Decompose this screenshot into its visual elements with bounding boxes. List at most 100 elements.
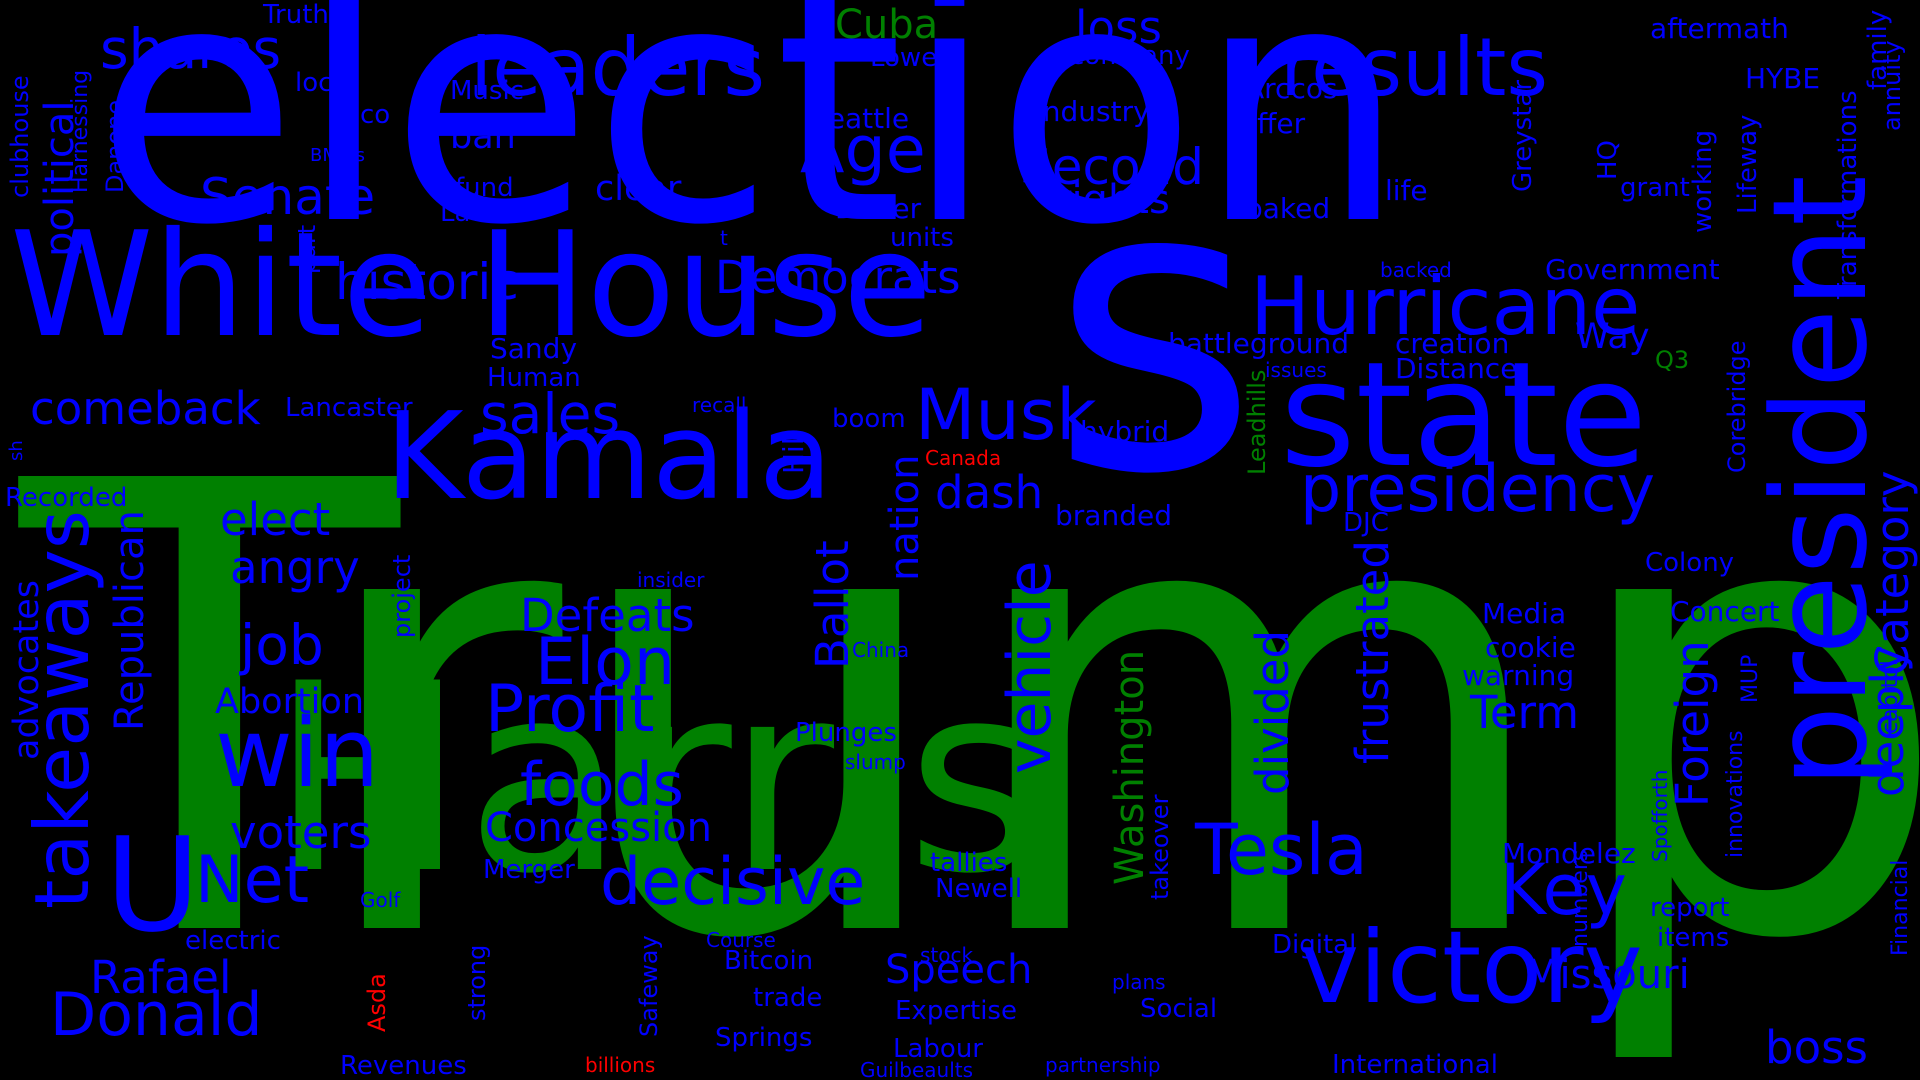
word-mondelez: Mondelez	[1502, 837, 1636, 870]
word-results: results	[1280, 21, 1549, 114]
word-lifeway: Lifeway	[1733, 114, 1763, 214]
word-newell: Newell	[935, 874, 1023, 904]
word-divided: divided	[1246, 629, 1299, 795]
word-kamala: Kamala	[385, 388, 833, 527]
word-vehicle: vehicle	[995, 560, 1065, 774]
word-billions: billions	[585, 1053, 656, 1077]
word-djc: DJC	[1343, 508, 1389, 538]
word-golf: Golf	[360, 888, 401, 912]
word-plunges: Plunges	[795, 718, 897, 748]
word-frustrated: frustrated	[1346, 540, 1399, 764]
word-job: job	[240, 613, 324, 677]
word-battleground: battleground	[1168, 327, 1349, 360]
word-lower: Lower	[870, 43, 948, 73]
word-bitcoin: Bitcoin	[724, 946, 814, 976]
word-takeover: takeover	[1146, 794, 1174, 900]
word-china: China	[852, 638, 910, 662]
word-shares: shares	[100, 17, 282, 81]
word-profit: Profit	[485, 672, 655, 747]
word-report: report	[1650, 893, 1730, 923]
word-safeway: Safeway	[635, 935, 663, 1037]
word-ban: ban	[450, 117, 516, 157]
word-age: Age	[800, 113, 926, 188]
word-hq: HQ	[1593, 139, 1623, 180]
word-key: Key	[1500, 849, 1627, 931]
word-grant: grant	[1620, 173, 1690, 203]
word-washington: Washington	[1107, 649, 1153, 885]
word-working: working	[1688, 129, 1718, 233]
word-historic: historic	[335, 253, 519, 311]
word-loss: loss	[1075, 1, 1162, 54]
word-elon: Elon	[535, 625, 676, 700]
word-industry: industry	[1035, 95, 1150, 128]
word-music: Music	[450, 76, 524, 106]
word-recall: recall	[692, 393, 747, 417]
word-capitol: capitol	[1878, 660, 1903, 734]
word-corebridge: Corebridge	[1723, 340, 1751, 473]
word-concert: Concert	[1670, 595, 1780, 628]
word-foreign: Foreign	[1666, 640, 1719, 807]
word-slump: slump	[845, 750, 906, 774]
word-fund: fund	[455, 173, 514, 203]
word-warning: warning	[1462, 659, 1575, 692]
word-elect: elect	[220, 493, 331, 546]
word-sales: sales	[480, 382, 621, 446]
word-partnership: partnership	[1045, 1053, 1161, 1077]
word-laws: Laws	[440, 198, 506, 228]
word-way: Way	[1575, 317, 1650, 357]
word-victory: victory	[1300, 909, 1643, 1026]
word-election: election	[95, 0, 1407, 297]
word-items: items	[1657, 923, 1730, 953]
word-trade: trade	[753, 983, 823, 1013]
word-u: U	[105, 809, 201, 961]
word-colony: Colony	[1645, 548, 1735, 578]
word-trump: Trump	[20, 354, 1920, 1075]
word-senate: Senate	[200, 168, 376, 226]
word-expertise: Expertise	[895, 996, 1017, 1026]
word-part: part	[293, 224, 321, 274]
word-project: project	[388, 554, 416, 638]
word-labour: Labour	[893, 1034, 983, 1064]
word-harnessing: Harnessing	[68, 69, 93, 193]
word-comeback: comeback	[30, 382, 261, 435]
word-democrats: Democrats	[715, 251, 961, 304]
word-stock: stock	[920, 943, 974, 967]
word-term: Term	[1470, 686, 1580, 739]
word-spofforth: Spofforth	[1648, 769, 1672, 862]
word-boom: boom	[832, 404, 906, 434]
word-price: price	[1110, 438, 1160, 462]
word-units: units	[890, 223, 954, 253]
word-insider: insider	[637, 568, 705, 592]
word-q3: Q3	[1655, 346, 1690, 374]
word-donald: Donald	[50, 980, 263, 1050]
word-innovations: innovations	[1723, 730, 1748, 858]
word-nation: nation	[882, 454, 928, 581]
word-speech: Speech	[885, 947, 1033, 993]
word-clear: clear	[595, 169, 682, 209]
word-distance: Distance	[1395, 352, 1518, 385]
word-life: life	[1385, 174, 1428, 207]
word-danone: Danone	[101, 99, 129, 193]
word-creation: creation	[1395, 327, 1510, 360]
word-abortion: Abortion	[215, 682, 365, 722]
word-rights: rights	[1055, 177, 1170, 223]
word-financial: Financial	[1888, 859, 1913, 956]
word-boss: boss	[1765, 1021, 1868, 1074]
word-bmws: BMWs	[310, 145, 366, 166]
word-white-house: White House	[10, 201, 933, 370]
word-human: Human	[487, 363, 581, 393]
word-musk: Musk	[915, 374, 1097, 456]
word-rafael: Rafael	[90, 951, 232, 1004]
word-media: Media	[1482, 597, 1567, 630]
word-harris: Harris	[270, 629, 1042, 931]
word-missouri: Missouri	[1525, 952, 1690, 998]
word-aftermath: aftermath	[1650, 12, 1789, 45]
word-truth: Truth	[263, 0, 329, 30]
word-issues: issues	[1265, 358, 1327, 382]
word-arccos: Arccos	[1245, 72, 1338, 105]
word-recorded: Recorded	[5, 483, 128, 513]
word-offer: offer	[1240, 107, 1306, 140]
word-driver: Driver	[835, 192, 922, 225]
word-s: s	[1050, 97, 1259, 562]
